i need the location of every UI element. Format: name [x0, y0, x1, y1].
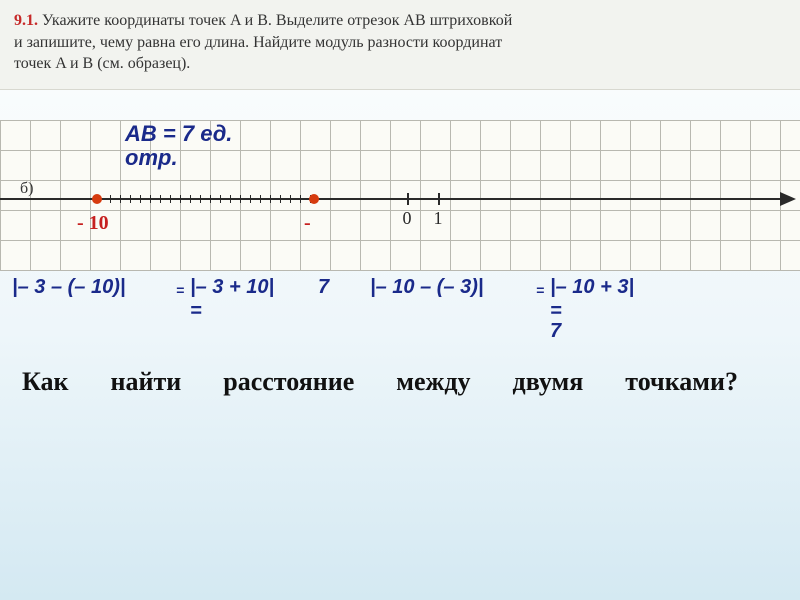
question-text: Как найти расстояние между двумя точками…	[0, 364, 760, 399]
problem-text-3: точек A и B (см. образец).	[14, 55, 190, 72]
axis-arrow-icon	[780, 192, 796, 206]
calc-left-eq2: =	[190, 300, 202, 323]
tick-label-zero: 0	[403, 208, 412, 229]
problem-text-2: и запишите, чему равна его длина. Найдит…	[14, 34, 502, 51]
segment-length-annotation-2: отр.	[125, 146, 178, 170]
problem-text-1: Укажите координаты точек A и B. Выделите…	[42, 12, 512, 29]
point-a-label: - 10	[77, 212, 109, 235]
calc-right-eq1: =	[536, 282, 544, 298]
point-a	[92, 194, 102, 204]
tick-one	[438, 193, 440, 205]
calc-right-expr1: |– 10 – (– 3)|	[370, 276, 483, 299]
point-b-label: -	[304, 212, 311, 235]
number-line-axis	[0, 198, 790, 200]
calc-left-result: 7	[318, 276, 329, 299]
calc-right-result: 7	[550, 320, 561, 343]
tick-label-one: 1	[434, 208, 443, 229]
subproblem-label: б)	[20, 180, 33, 198]
calc-right-expr2: |– 10 + 3|	[550, 276, 634, 299]
calculation-row: |– 3 – (– 10)| = |– 3 + 10| = 7 |– 10 – …	[0, 276, 800, 346]
problem-statement: 9.1. Укажите координаты точек A и B. Выд…	[0, 0, 800, 90]
calc-left-expr1: |– 3 – (– 10)|	[12, 276, 125, 299]
calc-left-expr2: |– 3 + 10|	[190, 276, 274, 299]
calc-left-eq1: =	[176, 282, 184, 298]
tick-zero	[407, 193, 409, 205]
point-b	[309, 194, 319, 204]
number-line-figure: б) AB = 7 ед. отр. 0 1 - 10 -	[0, 120, 800, 270]
problem-number: 9.1.	[14, 12, 38, 29]
segment-length-annotation-1: AB = 7 ед.	[125, 122, 232, 146]
